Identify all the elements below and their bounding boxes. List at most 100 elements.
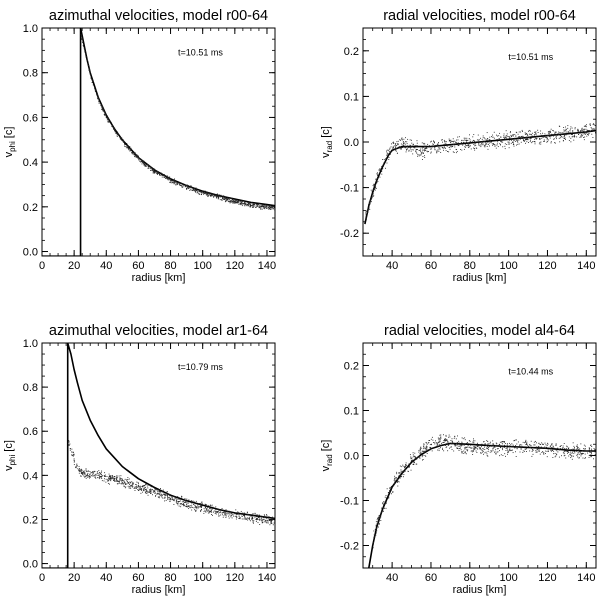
data-point: [200, 509, 202, 510]
data-point: [167, 179, 169, 181]
data-point: [265, 205, 267, 207]
data-point: [450, 446, 452, 448]
data-point: [388, 149, 390, 151]
data-point: [374, 536, 376, 538]
data-point: [186, 503, 187, 505]
data-point: [216, 512, 218, 513]
data-point: [99, 478, 101, 480]
data-point: [419, 452, 421, 454]
data-point: [81, 472, 83, 474]
data-point: [186, 504, 188, 506]
data-point: [95, 473, 97, 475]
data-point: [492, 440, 494, 442]
data-point: [474, 148, 475, 149]
data-point: [184, 505, 186, 507]
data-point: [172, 181, 174, 183]
data-point: [533, 444, 535, 446]
data-point: [492, 444, 494, 446]
data-point: [444, 143, 446, 145]
data-point: [522, 451, 524, 453]
data-point: [449, 436, 451, 438]
data-point: [504, 148, 506, 150]
data-point: [546, 137, 548, 139]
data-point: [438, 442, 440, 444]
data-point: [150, 493, 151, 494]
data-point: [83, 473, 85, 475]
data-point: [141, 488, 143, 490]
data-point: [522, 139, 524, 141]
data-point: [399, 475, 401, 477]
data-point: [524, 446, 526, 448]
data-point: [255, 519, 257, 520]
data-point: [115, 133, 117, 134]
data-point: [541, 137, 543, 139]
data-point: [536, 451, 538, 453]
data-point: [401, 473, 403, 475]
data-point: [187, 185, 189, 187]
data-point: [250, 206, 252, 208]
data-point: [535, 137, 537, 139]
data-point: [205, 507, 207, 509]
data-point: [231, 201, 232, 203]
data-point: [127, 145, 128, 147]
data-point: [489, 441, 491, 443]
data-point: [241, 200, 243, 201]
data-point: [490, 141, 492, 143]
x-tick-label: 100: [499, 572, 517, 584]
data-point: [121, 483, 123, 485]
data-point: [251, 514, 253, 516]
data-point: [169, 498, 171, 500]
data-point: [411, 459, 413, 461]
data-point: [413, 455, 415, 457]
data-point: [548, 133, 550, 135]
data-point: [269, 524, 271, 526]
data-point: [546, 456, 548, 458]
data-point: [479, 145, 481, 147]
data-point: [213, 193, 215, 195]
data-point: [122, 139, 124, 140]
data-point: [518, 131, 520, 133]
data-point: [249, 203, 251, 205]
data-point: [542, 136, 544, 138]
data-point: [444, 140, 446, 142]
data-point: [73, 459, 75, 461]
data-point: [402, 141, 404, 143]
data-point: [400, 476, 402, 478]
data-point: [218, 515, 220, 517]
data-point: [166, 177, 168, 178]
data-point: [220, 196, 221, 197]
data-point: [406, 141, 408, 143]
data-point: [505, 137, 507, 139]
data-point: [213, 510, 215, 512]
data-point: [464, 139, 466, 141]
data-point: [426, 445, 427, 447]
data-point: [366, 209, 368, 211]
data-point: [418, 451, 420, 453]
data-point: [239, 518, 241, 520]
data-point: [412, 459, 414, 461]
data-point: [404, 145, 406, 147]
data-point: [555, 443, 557, 445]
data-point: [456, 444, 458, 446]
data-point: [137, 489, 139, 491]
data-point: [140, 161, 141, 163]
data-point: [238, 203, 240, 205]
data-point: [534, 140, 536, 142]
data-point: [500, 144, 501, 146]
data-point: [97, 97, 99, 99]
data-point: [157, 489, 159, 491]
data-point: [476, 444, 478, 446]
data-point: [207, 193, 209, 195]
data-point: [90, 77, 92, 79]
data-point: [402, 476, 404, 478]
data-point: [245, 518, 247, 520]
data-point: [369, 203, 370, 204]
data-point: [413, 463, 415, 465]
data-point: [538, 443, 540, 444]
data-point: [140, 492, 142, 494]
data-point: [406, 148, 408, 150]
data-point: [232, 202, 234, 204]
data-point: [528, 129, 530, 131]
data-point: [522, 450, 524, 452]
data-point: [268, 205, 270, 207]
